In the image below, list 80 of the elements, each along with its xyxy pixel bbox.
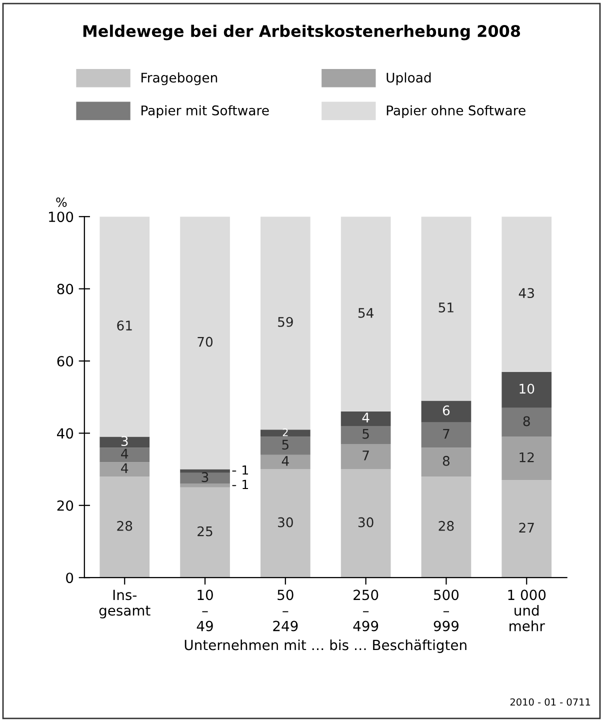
- bar: [260, 469, 310, 578]
- bar: [340, 469, 391, 578]
- bar: [260, 216, 310, 430]
- x-tick-label: Ins- gesamt: [99, 590, 150, 618]
- bar: [421, 216, 472, 401]
- bar: [502, 216, 552, 372]
- bar: [100, 476, 150, 578]
- bar: [502, 372, 552, 408]
- bar: [100, 462, 150, 477]
- bar: [421, 448, 472, 477]
- data-label: 1: [242, 465, 248, 475]
- bar: [340, 412, 391, 426]
- bar: [502, 408, 552, 437]
- legend-label: Papier ohne Software: [386, 105, 526, 118]
- bar: [340, 444, 391, 470]
- bar: [340, 426, 391, 444]
- x-tick-label: 250 – 499: [353, 590, 378, 632]
- data-label: 3: [121, 436, 128, 446]
- y-tick-label: 100: [49, 212, 74, 222]
- text: 2010 - 01 - 0711: [510, 698, 590, 706]
- data-label: 8: [523, 416, 530, 426]
- bar: [340, 216, 391, 412]
- bar: [100, 448, 150, 462]
- x-axis-title: Unternehmen mit … bis … Beschäftigten: [184, 640, 466, 653]
- x-tick-label: 500 – 999: [434, 590, 459, 632]
- y-tick-label: 0: [66, 572, 74, 584]
- data-label: 51: [438, 302, 454, 312]
- data-label: 54: [358, 308, 374, 318]
- data-label: 4: [362, 412, 370, 422]
- bar: [180, 216, 230, 470]
- data-label: 8: [442, 456, 450, 466]
- bar: [421, 400, 472, 422]
- x-tick-label: 1 000 und mehr: [508, 590, 546, 632]
- data-label: 70: [198, 336, 213, 347]
- data-label: 28: [117, 520, 132, 531]
- data-label: 4: [121, 463, 128, 473]
- legend-label: Fragebogen: [142, 72, 218, 86]
- x-tick-label: 10 – 49: [196, 590, 213, 632]
- data-label: 12: [520, 452, 534, 462]
- bar: [180, 487, 230, 578]
- data-label: 4: [121, 448, 128, 458]
- bar: [421, 422, 472, 448]
- bar: [180, 472, 230, 484]
- data-label: 7: [362, 450, 369, 460]
- data-label: 4: [282, 456, 289, 466]
- data-label: 1: [242, 480, 248, 489]
- data-label: 61: [117, 320, 132, 331]
- chart-title: Meldewege bei der Arbeitskostenerhebung 2008: [83, 24, 520, 40]
- bar: [180, 469, 230, 473]
- bar: [260, 436, 310, 455]
- data-label: 30: [278, 517, 293, 528]
- data-label: 2: [282, 428, 288, 436]
- data-label: 27: [519, 522, 534, 533]
- bar: [502, 436, 552, 480]
- bar: [100, 216, 150, 437]
- data-label: 5: [362, 429, 369, 439]
- bar: [180, 484, 230, 488]
- bar: [502, 480, 552, 578]
- bar: [260, 454, 310, 470]
- legend-label: Upload: [386, 72, 431, 86]
- data-label: 6: [442, 405, 450, 416]
- data-label: 10: [520, 384, 534, 394]
- y-tick-label: 20: [57, 500, 74, 511]
- data-label: 25: [198, 526, 212, 536]
- data-label: 5: [282, 440, 288, 450]
- data-label: 28: [438, 520, 454, 531]
- x-tick-label: 50 – 249: [273, 590, 298, 632]
- y-tick-label: 80: [57, 284, 74, 294]
- y-tick-label: 60: [57, 356, 74, 366]
- data-label: 7: [443, 429, 450, 439]
- y-axis-title: %: [56, 198, 67, 207]
- data-label: 30: [358, 517, 374, 528]
- data-label: 59: [278, 316, 293, 327]
- y-tick-label: 40: [57, 428, 74, 439]
- legend-label: Papier mit Software: [142, 105, 269, 118]
- bar: [100, 436, 150, 448]
- bar: [260, 430, 310, 437]
- bar: [421, 476, 472, 578]
- data-label: 43: [518, 288, 534, 298]
- data-label: 3: [202, 472, 208, 482]
